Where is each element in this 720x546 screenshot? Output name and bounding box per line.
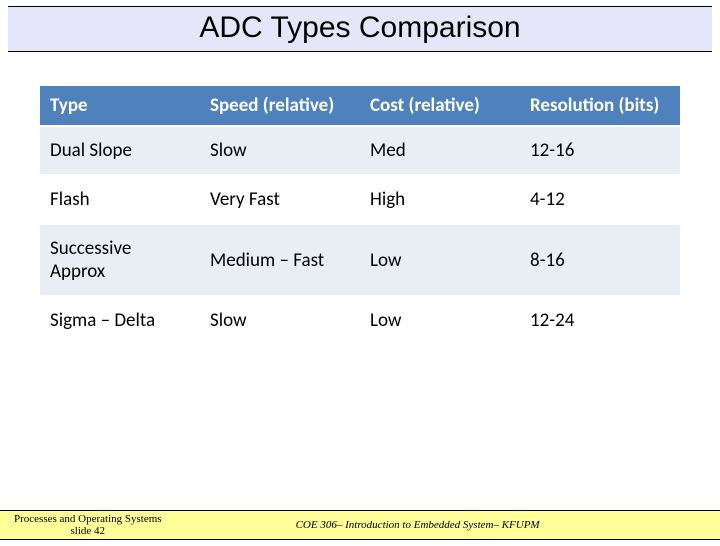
footer-left: Processes and Operating Systems slide 42 xyxy=(0,513,162,537)
cell-speed: Slow xyxy=(200,296,360,345)
cell-resolution: 12-16 xyxy=(520,126,680,175)
cell-type: Dual Slope xyxy=(40,126,200,175)
title-bar: ADC Types Comparison xyxy=(8,6,712,52)
cell-cost: High xyxy=(360,175,520,224)
cell-cost: Med xyxy=(360,126,520,175)
cell-resolution: 8-16 xyxy=(520,224,680,296)
comparison-table-container: Type Speed (relative) Cost (relative) Re… xyxy=(40,86,680,346)
footer-topic: Processes and Operating Systems xyxy=(14,513,162,525)
table-row: Successive Approx Medium – Fast Low 8-16 xyxy=(40,224,680,296)
page-title: ADC Types Comparison xyxy=(199,11,520,44)
table-header-row: Type Speed (relative) Cost (relative) Re… xyxy=(40,86,680,126)
table-row: Flash Very Fast High 4-12 xyxy=(40,175,680,224)
table-row: Dual Slope Slow Med 12-16 xyxy=(40,126,680,175)
cell-resolution: 12-24 xyxy=(520,296,680,345)
cell-cost: Low xyxy=(360,224,520,296)
cell-type: Flash xyxy=(40,175,200,224)
cell-speed: Medium – Fast xyxy=(200,224,360,296)
footer-bar: Processes and Operating Systems slide 42… xyxy=(0,510,720,540)
col-header-speed: Speed (relative) xyxy=(200,86,360,126)
cell-speed: Very Fast xyxy=(200,175,360,224)
cell-speed: Slow xyxy=(200,126,360,175)
cell-cost: Low xyxy=(360,296,520,345)
cell-type: Sigma – Delta xyxy=(40,296,200,345)
col-header-cost: Cost (relative) xyxy=(360,86,520,126)
col-header-type: Type xyxy=(40,86,200,126)
comparison-table: Type Speed (relative) Cost (relative) Re… xyxy=(40,86,680,346)
footer-course: COE 306– Introduction to Embedded System… xyxy=(296,519,540,531)
slide-number: slide 42 xyxy=(14,525,162,537)
cell-resolution: 4-12 xyxy=(520,175,680,224)
col-header-resolution: Resolution (bits) xyxy=(520,86,680,126)
cell-type: Successive Approx xyxy=(40,224,200,296)
table-row: Sigma – Delta Slow Low 12-24 xyxy=(40,296,680,345)
